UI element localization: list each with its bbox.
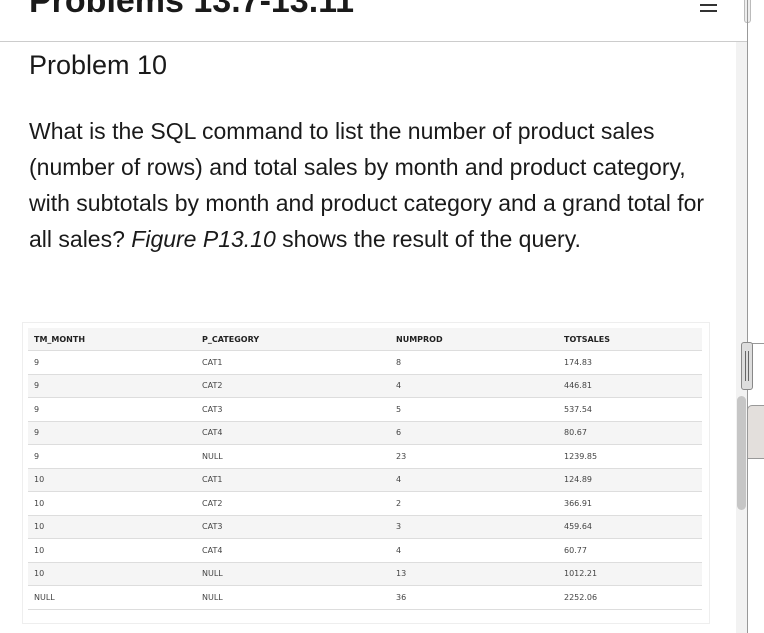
table-cell: 9 [28, 350, 196, 375]
table-row: 10 CAT3 3 459.64 [28, 515, 702, 539]
pane-divider [748, 343, 764, 344]
result-table: TM_MONTH P_CATEGORY NUMPROD TOTSALES 9 CAT1 8… [28, 328, 702, 610]
table-cell: 10 [28, 515, 196, 539]
table-cell: CAT2 [196, 374, 390, 398]
table-cell: 6 [390, 421, 558, 445]
table-cell: 8 [390, 350, 558, 375]
result-figure: TM_MONTH P_CATEGORY NUMPROD TOTSALES 9 CAT1 8… [22, 322, 710, 624]
table-cell: 4 [390, 538, 558, 563]
table-cell: 36 [390, 585, 558, 610]
table-cell: 10 [28, 468, 196, 492]
table-cell: CAT1 [196, 468, 390, 492]
problem-question: What is the SQL command to list the numb… [29, 113, 709, 257]
table-cell: 537.54 [558, 397, 702, 422]
table-cell: NULL [196, 562, 390, 586]
table-cell: 1239.85 [558, 444, 702, 469]
table-cell: CAT1 [196, 350, 390, 375]
table-cell: 60.77 [558, 538, 702, 563]
table-cell: 80.67 [558, 421, 702, 445]
table-cell: CAT2 [196, 491, 390, 516]
table-row: 9 CAT2 4 446.81 [28, 374, 702, 398]
table-cell: 13 [390, 562, 558, 586]
table-cell: 23 [390, 444, 558, 469]
table-cell: 3 [390, 515, 558, 539]
column-header: NUMPROD [390, 328, 558, 351]
figure-reference: Figure P13.10 [131, 226, 276, 252]
table-cell: CAT3 [196, 515, 390, 539]
question-text: What is the SQL command to list the numb… [29, 118, 705, 252]
table-cell: NULL [196, 585, 390, 610]
table-row: 9 NULL 23 1239.85 [28, 444, 702, 469]
table-cell: 9 [28, 374, 196, 398]
table-cell: 9 [28, 421, 196, 445]
table-cell: 174.83 [558, 350, 702, 375]
table-row: 10 CAT1 4 124.89 [28, 468, 702, 492]
problem-heading: Problem 10 [29, 50, 168, 80]
table-row: 9 CAT3 5 537.54 [28, 397, 702, 422]
table-cell: 4 [390, 374, 558, 398]
table-cell: 10 [28, 538, 196, 563]
table-cell: 5 [390, 397, 558, 422]
table-cell: 4 [390, 468, 558, 492]
header-divider [0, 41, 748, 42]
column-header: TOTSALES [558, 328, 702, 351]
table-cell: 9 [28, 397, 196, 422]
question-text-end: shows the result of the query. [275, 226, 581, 252]
table-cell: 366.91 [558, 491, 702, 516]
scrollbar-thumb[interactable] [737, 396, 746, 510]
table-cell: 10 [28, 491, 196, 516]
hamburger-icon[interactable] [698, 0, 720, 16]
table-cell: NULL [28, 585, 196, 610]
table-cell: 9 [28, 444, 196, 469]
table-cell: 124.89 [558, 468, 702, 492]
side-panel-tab[interactable] [747, 405, 764, 459]
table-cell: CAT3 [196, 397, 390, 422]
table-row: 9 CAT1 8 174.83 [28, 350, 702, 375]
table-cell: 10 [28, 562, 196, 586]
pane-border [747, 0, 748, 633]
resize-grip-icon[interactable] [741, 342, 753, 390]
table-row: 10 CAT2 2 366.91 [28, 491, 702, 516]
page-title: Problems 13.7-13.11 [29, 0, 355, 20]
table-cell: 2 [390, 491, 558, 516]
table-cell: 1012.21 [558, 562, 702, 586]
table-row: 9 CAT4 6 80.67 [28, 421, 702, 445]
table-cell: 446.81 [558, 374, 702, 398]
table-cell: CAT4 [196, 421, 390, 445]
table-header-row: TM_MONTH P_CATEGORY NUMPROD TOTSALES [28, 328, 702, 351]
table-row: 10 NULL 13 1012.21 [28, 562, 702, 586]
column-header: TM_MONTH [28, 328, 196, 351]
table-row: 10 CAT4 4 60.77 [28, 538, 702, 563]
table-cell: 459.64 [558, 515, 702, 539]
column-header: P_CATEGORY [196, 328, 390, 351]
table-cell: 2252.06 [558, 585, 702, 610]
table-cell: NULL [196, 444, 390, 469]
table-row: NULL NULL 36 2252.06 [28, 585, 702, 610]
table-cell: CAT4 [196, 538, 390, 563]
